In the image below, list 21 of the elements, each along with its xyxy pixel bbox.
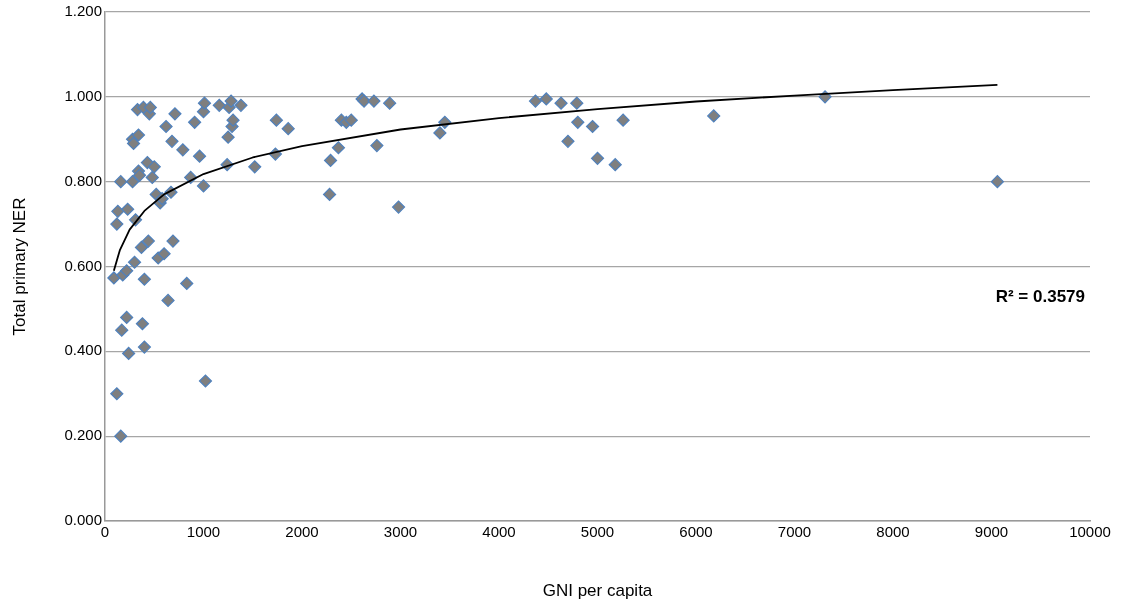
x-tick-label: 10000: [1069, 523, 1111, 541]
x-axis-title: GNI per capita: [542, 581, 653, 601]
y-tick-label: 0.000: [64, 511, 102, 529]
x-tick-label: 8000: [876, 523, 910, 541]
x-tick-label: 7000: [777, 523, 812, 541]
x-tick-label: 5000: [580, 523, 615, 541]
y-tick-label: 0.600: [64, 256, 102, 274]
y-tick-label: 0.400: [64, 341, 102, 359]
x-tick-label: 9000: [974, 523, 1009, 541]
x-tick-label: 3000: [383, 523, 418, 541]
y-tick-label: 1.200: [64, 2, 102, 20]
y-tick-label: 0.800: [64, 171, 102, 189]
y-axis-title: Total primary NER: [9, 197, 29, 336]
x-tick-label: 0: [100, 523, 110, 541]
x-tick-label: 4000: [482, 523, 516, 541]
y-tick-label: 0.200: [64, 426, 102, 444]
annotation: R² = 0.3579: [995, 286, 1085, 306]
y-tick-label: 1.000: [64, 86, 102, 104]
x-tick-label: 1000: [186, 523, 221, 541]
x-tick-label: 2000: [285, 523, 319, 541]
x-tick-label: 6000: [679, 523, 713, 541]
